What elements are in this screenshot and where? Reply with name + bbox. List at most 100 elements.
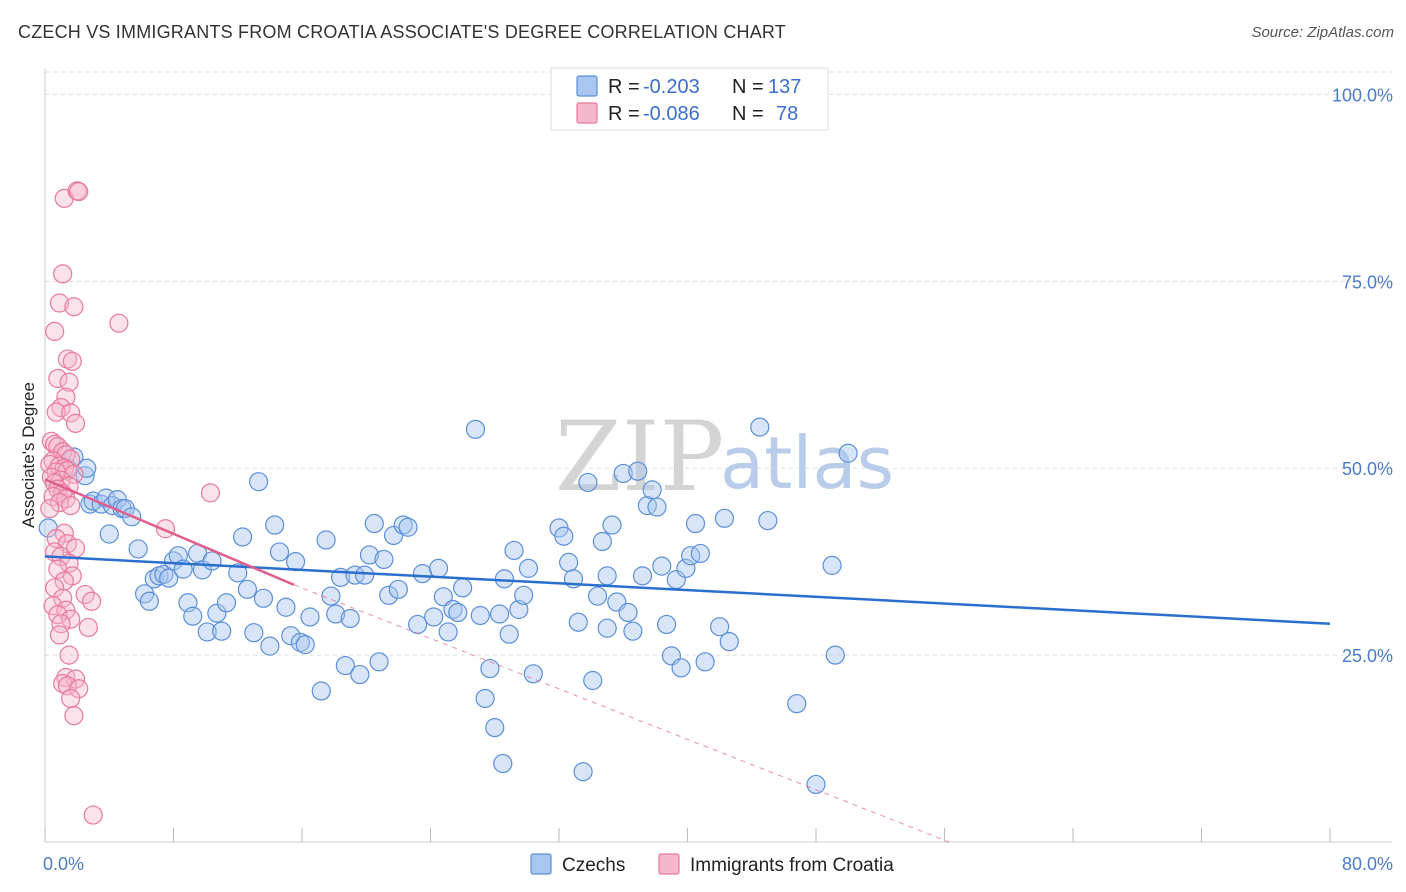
watermark-atlas: atlas: [720, 421, 894, 505]
axes: [44, 68, 1392, 843]
czech-point-89: [523, 664, 543, 684]
czech-point-98: [587, 586, 608, 606]
legend-r-label-2: R =: [608, 103, 640, 125]
czech-point-123: [719, 632, 739, 652]
czech-point-17: [139, 591, 160, 611]
czech-point-26: [183, 606, 203, 626]
series-croatia-points: [40, 181, 221, 825]
czech-point-55: [340, 608, 360, 629]
czech-point-70: [424, 607, 444, 627]
czech-point-122: [714, 508, 735, 528]
legend-n-label-2: N =: [732, 103, 764, 125]
croatia-point-11: [59, 372, 79, 392]
czech-point-91: [554, 526, 574, 546]
czech-point-54: [335, 655, 355, 676]
czech-point-77: [465, 419, 486, 439]
y-axis-label: Associate's Degree: [19, 382, 38, 528]
croatia-point-23: [43, 451, 63, 471]
czech-point-42: [269, 542, 290, 562]
croatia-point-38: [49, 493, 70, 513]
czech-point-86: [509, 599, 529, 620]
czech-point-62: [374, 549, 394, 570]
czech-point-118: [685, 513, 706, 534]
czech-point-49: [311, 681, 331, 701]
croatia-point-6: [45, 321, 65, 342]
czech-point-112: [657, 614, 677, 635]
czech-point-107: [632, 566, 653, 586]
y-tick-label-0: 25.0%: [1342, 646, 1393, 666]
croatia-point-70: [61, 688, 81, 709]
x-tick-label-0: 0.0%: [43, 854, 84, 874]
croatia-point-52: [54, 571, 74, 591]
czech-point-51: [321, 586, 341, 606]
czech-point-31: [207, 603, 227, 623]
czech-point-48: [300, 607, 320, 627]
bottom-legend-swatch-czechs: [530, 853, 552, 875]
croatia-point-4: [49, 293, 70, 313]
czech-point-81: [485, 718, 505, 738]
czech-point-30: [202, 551, 222, 571]
croatia-point-64: [59, 645, 79, 665]
bottom-legend-label-croatia: Immigrants from Croatia: [690, 855, 894, 876]
czech-point-110: [647, 497, 667, 517]
croatia-point-1: [67, 181, 87, 201]
legend-swatch-croatia: [576, 102, 598, 124]
czech-point-126: [787, 694, 807, 714]
czech-point-72: [433, 587, 453, 607]
czech-point-15: [128, 539, 148, 559]
czech-point-29: [197, 622, 217, 642]
czech-point-127: [806, 774, 826, 795]
croatia-point-57: [43, 596, 63, 616]
croatia-point-40: [40, 498, 60, 519]
croatia-point-56: [81, 591, 102, 611]
croatia-point-7: [109, 313, 129, 333]
x-tick-label-1: 80.0%: [1342, 854, 1393, 874]
series-czechs-points: [38, 417, 858, 795]
bottom-legend-swatch-croatia: [658, 853, 680, 875]
czech-point-125: [758, 510, 778, 531]
croatia-point-65: [56, 667, 76, 688]
czech-point-80: [480, 658, 500, 679]
czech-point-129: [825, 645, 845, 665]
czech-point-124: [750, 417, 770, 437]
czech-point-71: [428, 558, 449, 578]
czech-point-14: [99, 524, 119, 544]
czech-point-82: [489, 604, 510, 624]
czech-point-35: [232, 527, 253, 547]
czech-point-33: [216, 593, 237, 613]
legend-r-label-1: R =: [608, 76, 640, 98]
bottom-legend-label-czechs: Czechs: [562, 855, 625, 876]
czech-point-95: [573, 762, 593, 782]
czech-point-78: [470, 605, 490, 626]
czech-point-100: [597, 566, 617, 586]
croatia-point-2: [69, 182, 89, 202]
czech-point-87: [514, 585, 534, 605]
czech-point-97: [583, 670, 603, 691]
croatia-point-5: [64, 297, 84, 317]
czech-point-61: [369, 652, 389, 672]
trend-line-croatia-extension: [293, 584, 950, 843]
legend-n-value-2: 78: [776, 103, 798, 125]
legend-r-value-1: -0.203: [643, 76, 700, 98]
legend-r-value-2: -0.086: [643, 103, 700, 125]
czech-point-108: [637, 495, 657, 516]
czech-point-59: [359, 545, 380, 565]
croatia-point-41: [200, 483, 221, 503]
czech-point-64: [383, 525, 404, 546]
czech-point-101: [602, 515, 622, 535]
croatia-point-62: [78, 617, 98, 638]
czech-point-92: [559, 552, 579, 573]
czech-point-120: [695, 652, 715, 672]
croatia-point-16: [65, 413, 86, 433]
croatia-point-12: [56, 387, 76, 407]
x-tick-labels: 0.0% 80.0%: [43, 854, 1393, 874]
croatia-point-14: [46, 402, 66, 422]
legend-swatch-czechs: [576, 75, 598, 97]
czech-point-38: [249, 472, 269, 492]
czech-point-111: [652, 556, 672, 576]
czech-point-88: [518, 558, 539, 578]
chart-title: CZECH VS IMMIGRANTS FROM CROATIA ASSOCIA…: [18, 22, 786, 42]
czech-point-109: [642, 480, 662, 500]
czech-point-32: [212, 621, 232, 641]
